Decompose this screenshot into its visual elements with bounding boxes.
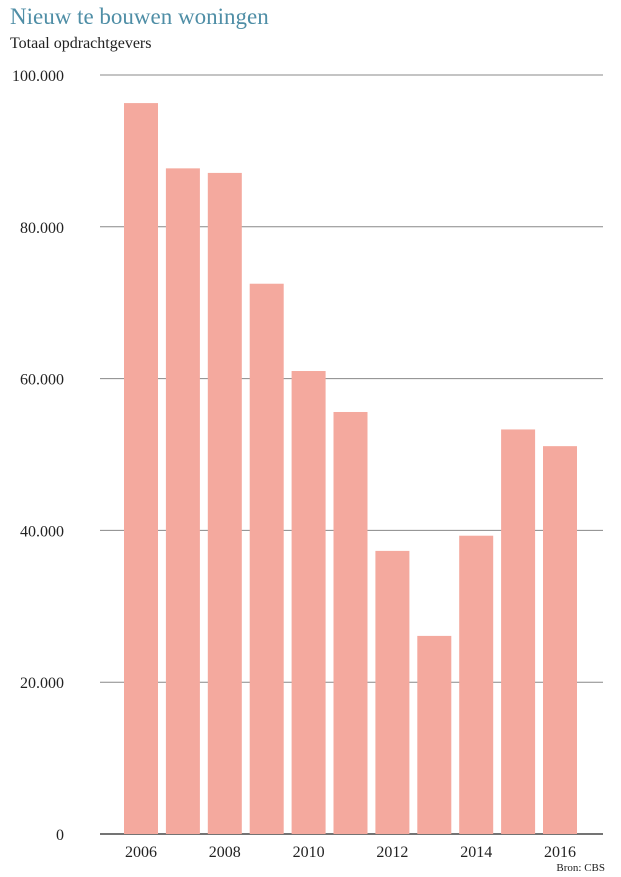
- y-tick-label: 60.000: [20, 372, 64, 389]
- x-axis-labels: 2006 2008 2010 2012 2014 2016: [125, 844, 576, 861]
- y-tick-label: 80.000: [20, 220, 64, 237]
- y-tick-label: 40.000: [20, 523, 64, 540]
- chart-subtitle: Totaal opdrachtgevers: [10, 35, 152, 52]
- x-tick-label: 2012: [376, 844, 408, 861]
- y-tick-label: 20.000: [20, 675, 64, 692]
- bar-2009: [249, 283, 284, 835]
- bar-2007: [165, 168, 200, 834]
- chart-title: Nieuw te bouwen woningen: [10, 4, 269, 29]
- bar-2016: [543, 446, 577, 834]
- source-note: Bron: CBS: [556, 862, 605, 874]
- x-tick-label: 2014: [460, 844, 492, 861]
- bar-2011: [333, 411, 368, 834]
- y-tick-label: 0: [56, 827, 64, 844]
- x-tick-label: 2008: [209, 844, 241, 861]
- y-axis-labels: 0 20.000 40.000 60.000 80.000 100.000: [12, 68, 64, 844]
- bars: [124, 103, 577, 835]
- bar-2013: [417, 635, 452, 834]
- bar-2006: [124, 103, 158, 834]
- bar-2008: [207, 172, 242, 834]
- bar-2014: [459, 535, 494, 834]
- x-tick-label: 2016: [544, 844, 576, 861]
- bar-2010: [291, 371, 326, 834]
- x-tick-label: 2006: [125, 844, 157, 861]
- bar-2012: [375, 550, 410, 834]
- bar-2015: [501, 429, 536, 834]
- y-tick-label: 100.000: [12, 68, 64, 85]
- x-tick-label: 2010: [293, 844, 325, 861]
